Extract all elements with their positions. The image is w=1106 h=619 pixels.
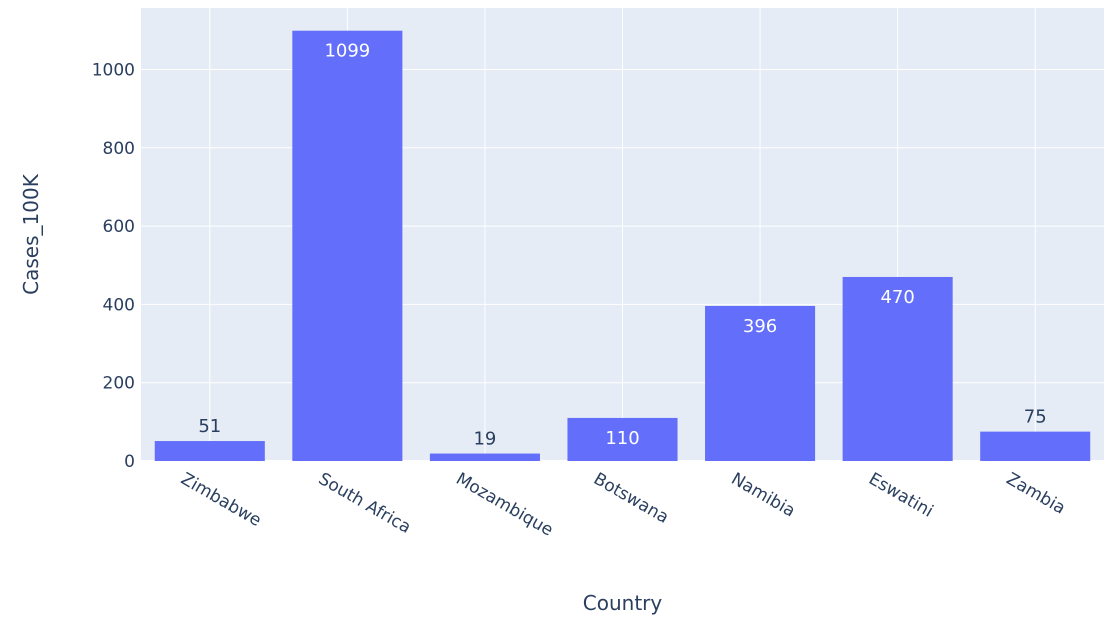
y-tick-label: 400	[103, 295, 135, 315]
bar	[842, 276, 953, 461]
x-axis-ticks: Zimbabwe South Africa Mozambique Botswana Na…	[177, 469, 1068, 541]
bars	[154, 30, 1091, 461]
bar	[567, 417, 678, 461]
y-tick-label: 800	[103, 139, 135, 159]
bar	[705, 305, 816, 461]
bar	[154, 441, 265, 461]
y-tick-label: 0	[124, 452, 135, 472]
x-tick-label: Mozambique	[452, 469, 556, 541]
bar-value-label: 1099	[324, 41, 370, 62]
bar-value-label: 110	[605, 428, 639, 449]
y-tick-label: 600	[103, 217, 135, 237]
y-axis-ticks: 0 200 400 600 800 1000	[92, 60, 135, 472]
bar	[429, 453, 540, 461]
y-tick-label: 200	[103, 374, 135, 394]
x-axis-title: Country	[583, 591, 663, 615]
bar-value-labels: 51 1099 19 110 396 470 75	[198, 41, 1046, 450]
x-tick-label: Zambia	[1003, 469, 1069, 519]
x-tick-label: Eswatini	[865, 469, 936, 522]
bar	[980, 431, 1091, 461]
y-tick-label: 1000	[92, 60, 135, 80]
bar-value-label: 51	[198, 416, 221, 437]
x-tick-label: South Africa	[315, 469, 414, 538]
bar-value-label: 75	[1024, 407, 1047, 428]
x-tick-label: Zimbabwe	[177, 469, 264, 531]
x-tick-label: Botswana	[590, 469, 672, 528]
bar	[292, 30, 403, 461]
bar-value-label: 19	[473, 429, 496, 450]
bar-value-label: 396	[743, 316, 777, 337]
bar-value-label: 470	[880, 287, 914, 308]
x-tick-label: Namibia	[728, 469, 799, 522]
y-axis-title: Cases_100K	[19, 173, 43, 295]
